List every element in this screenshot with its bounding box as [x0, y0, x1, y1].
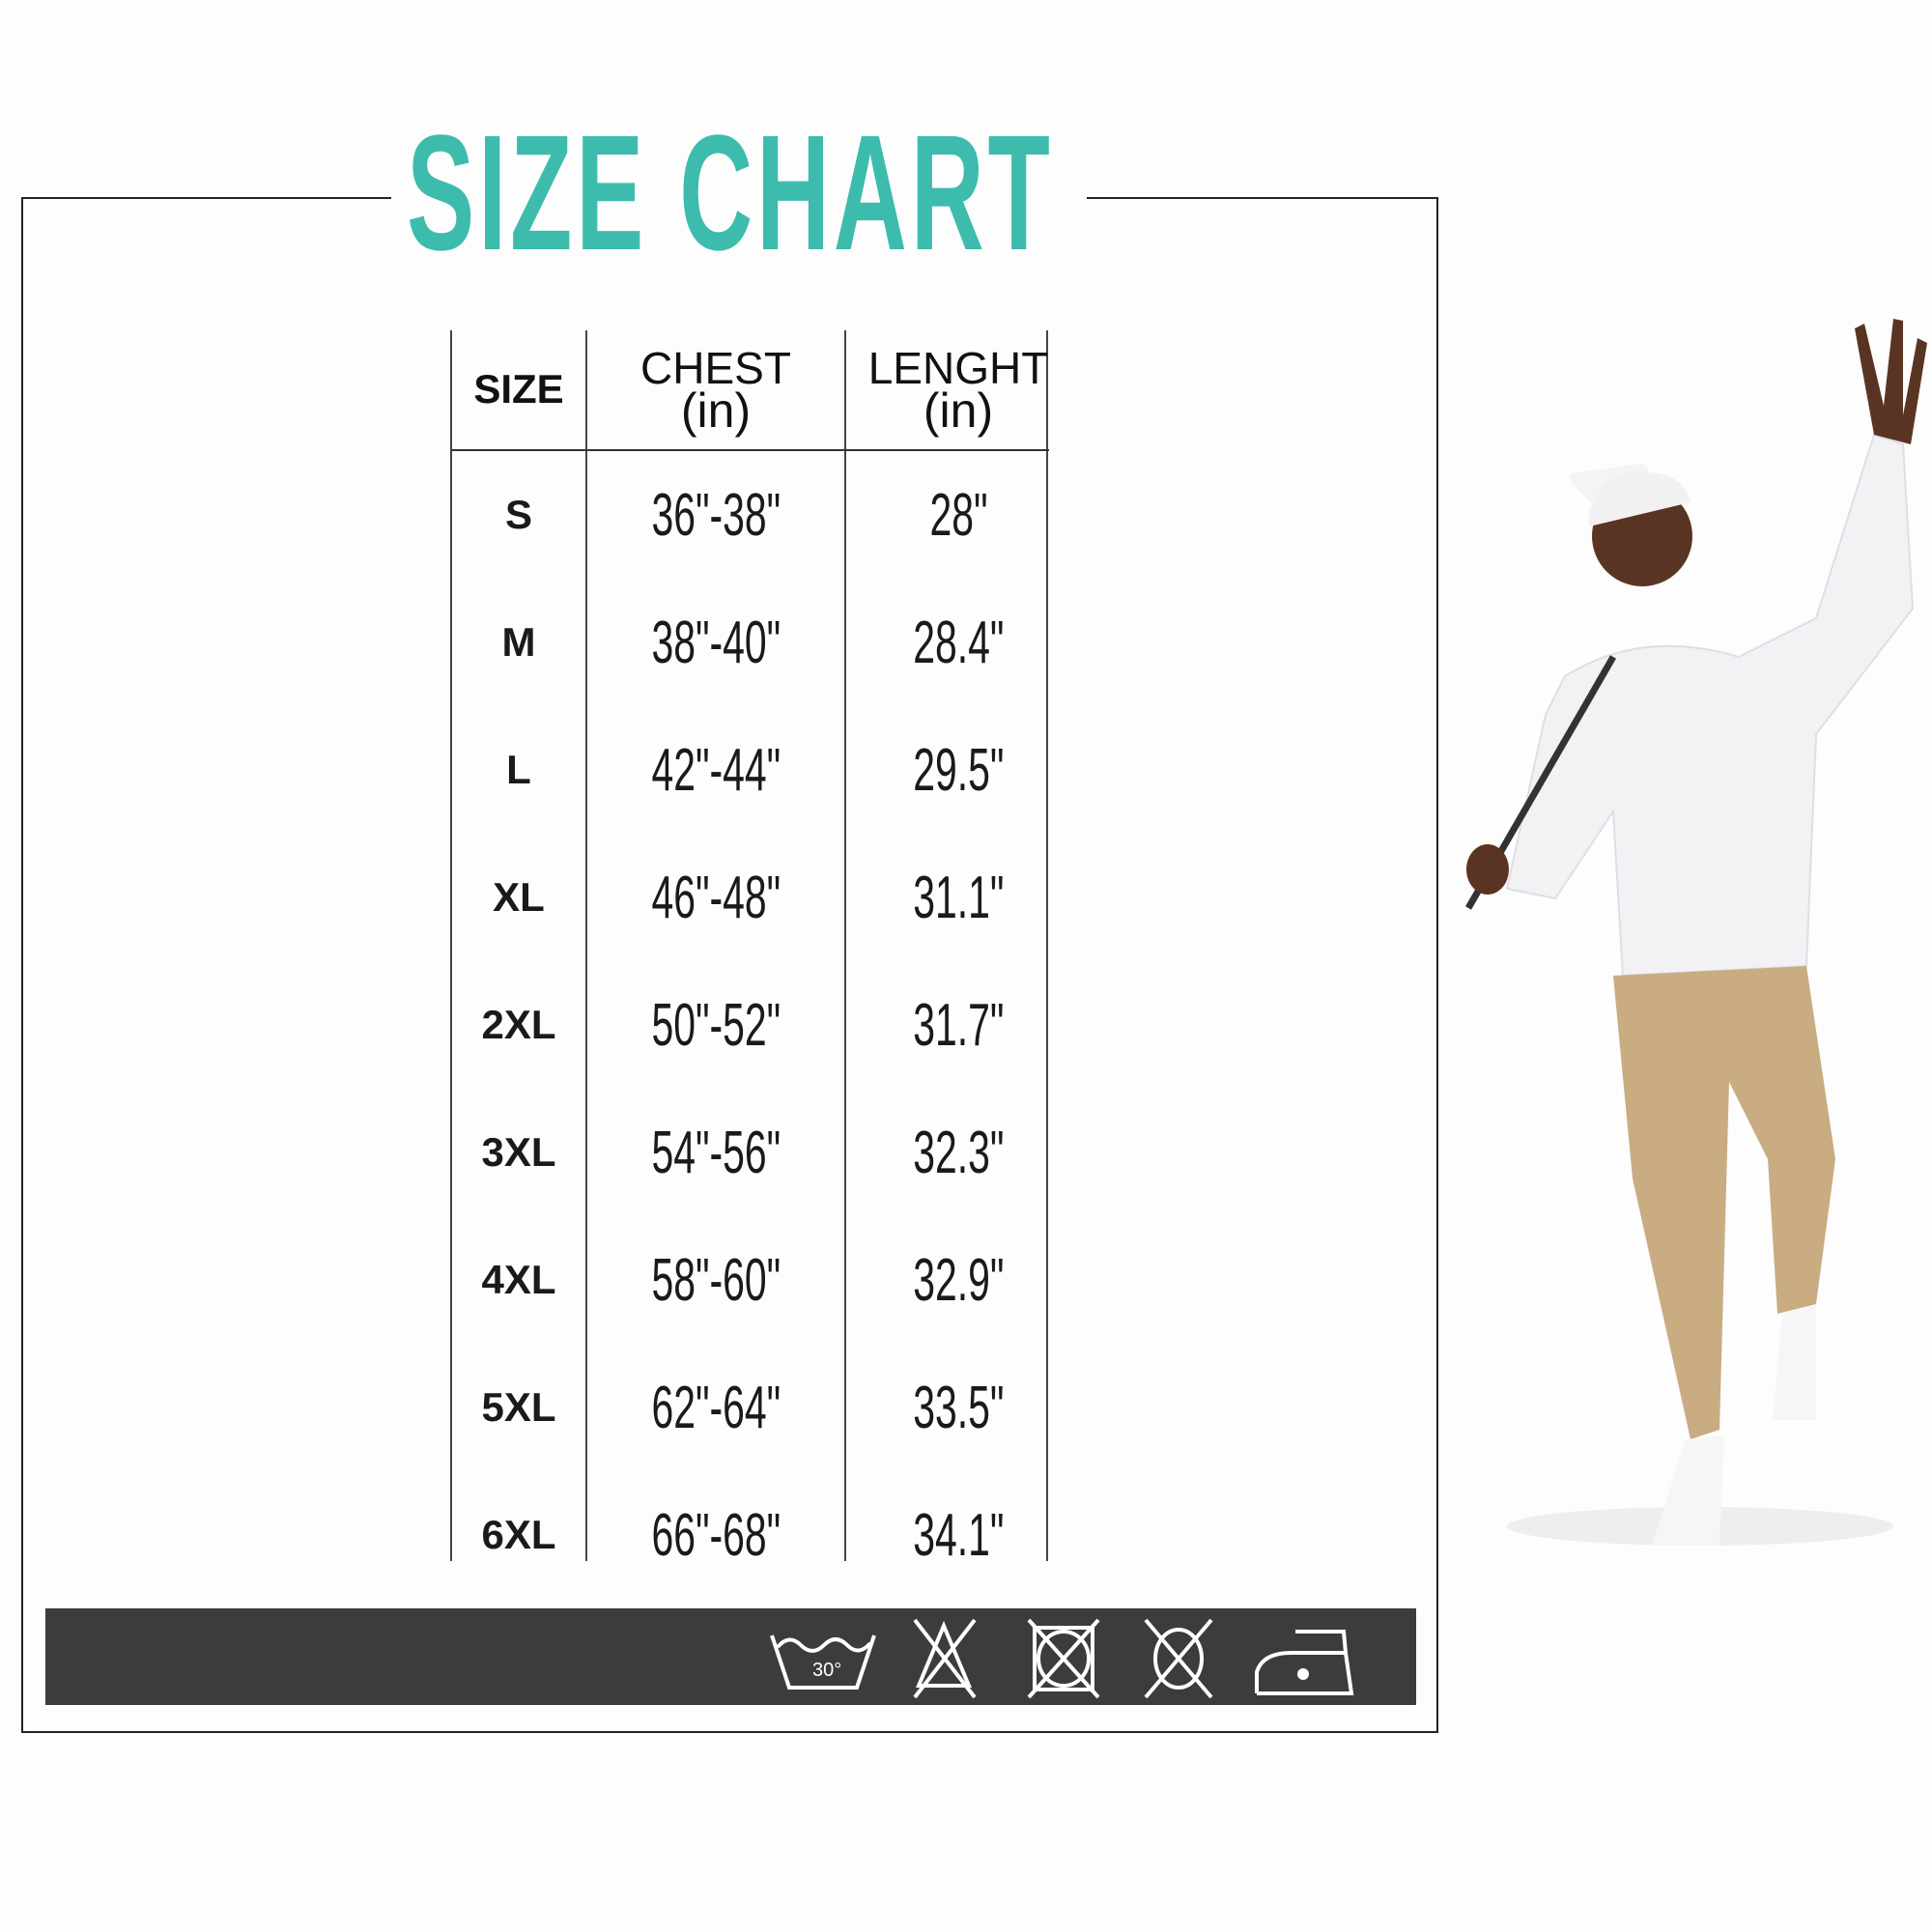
- do-not-dry-clean-icon: [1144, 1618, 1213, 1699]
- table-divider: [585, 330, 587, 1561]
- header-divider: [451, 449, 1049, 451]
- iron-low-heat-icon: [1255, 1630, 1354, 1695]
- size-cell: 4XL: [481, 1257, 556, 1302]
- chest-cell: 46"-48": [651, 864, 781, 931]
- length-cell: 28.4": [912, 609, 1005, 676]
- chest-cell: 42"-44": [651, 736, 781, 804]
- size-cell: 5XL: [481, 1384, 556, 1430]
- chest-cell: 62"-64": [651, 1374, 781, 1441]
- header-chest: CHEST (in): [640, 342, 791, 438]
- length-cell: 34.1": [912, 1501, 1005, 1569]
- size-cell: M: [501, 619, 536, 665]
- length-cell: 28": [928, 481, 988, 549]
- chest-cell: 38"-40": [651, 609, 781, 676]
- length-cell: 31.7": [912, 991, 1005, 1059]
- page-title: SIZE CHART: [407, 101, 1054, 285]
- length-cell: 32.3": [912, 1119, 1005, 1186]
- svg-text:30°: 30°: [812, 1660, 841, 1681]
- length-cell: 32.9": [912, 1246, 1005, 1314]
- chest-cell: 36"-38": [651, 481, 781, 549]
- length-cell: 29.5": [912, 736, 1005, 804]
- header-length: LENGHT (in): [867, 342, 1049, 438]
- chest-cell: 54"-56": [651, 1119, 781, 1186]
- size-cell: 3XL: [481, 1129, 556, 1175]
- size-cell: 2XL: [481, 1002, 556, 1047]
- header-size: SIZE: [473, 365, 564, 412]
- length-cell: 33.5": [912, 1374, 1005, 1441]
- do-not-bleach-icon: [913, 1618, 977, 1699]
- table-divider: [1046, 330, 1048, 1561]
- table-divider: [844, 330, 846, 1561]
- table-divider: [450, 330, 452, 1561]
- size-cell: S: [504, 492, 532, 537]
- do-not-tumble-dry-icon: [1027, 1618, 1100, 1699]
- length-cell: 31.1": [912, 864, 1005, 931]
- size-cell: L: [506, 747, 531, 792]
- chest-cell: 58"-60": [651, 1246, 781, 1314]
- size-cell: 6XL: [481, 1512, 556, 1557]
- care-instructions-bar: [45, 1608, 1416, 1705]
- model-photo: [1464, 319, 1927, 1546]
- care-icons: 30°: [770, 1618, 1354, 1699]
- chest-cell: 66"-68": [651, 1501, 781, 1569]
- size-cell: XL: [493, 874, 545, 920]
- wash-30-icon: 30°: [770, 1634, 876, 1690]
- chest-cell: 50"-52": [651, 991, 781, 1059]
